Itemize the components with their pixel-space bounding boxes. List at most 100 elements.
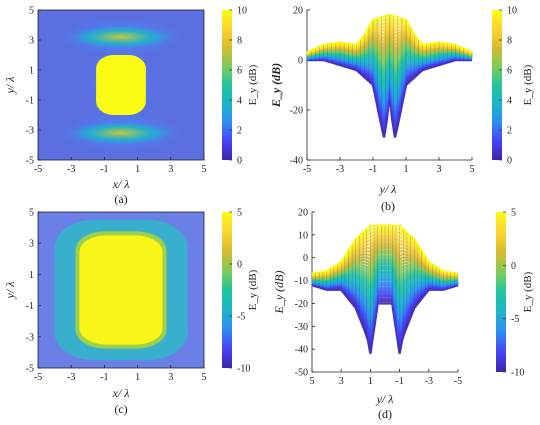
- surface-b-axes: 20 0 -20 -40-5 -3 -1 1 3 5: [290, 6, 475, 176]
- colorbar-a: [222, 10, 232, 160]
- surface-b-xtick-label: 5: [470, 164, 475, 175]
- surface-b-xlabel: y/ λ: [379, 182, 397, 196]
- heatmap-a-xtick-label: -3: [67, 164, 75, 175]
- colorbar-a-tick-label: 6: [237, 66, 242, 77]
- heatmap-c-ytick-label: 1: [29, 270, 34, 281]
- surface-d-ytick-label: -40: [295, 345, 308, 356]
- colorbar-c-ticks: 5 0 -5 -10: [229, 208, 250, 375]
- heatmap-a-ytick-label: -1: [26, 96, 34, 107]
- heatmap-a-xtick-label: -5: [34, 164, 42, 175]
- heatmap-a-xlabel: x/ λ: [112, 177, 130, 191]
- surface-b-xtick-label: -1: [369, 164, 377, 175]
- colorbar-a-tick-label: 10: [237, 6, 247, 17]
- panel-b-label: (b): [381, 199, 395, 213]
- colorbar-a-ticks: 10 8 6 4 2 0: [229, 6, 247, 167]
- surface-d-xlabel: y/ λ: [376, 392, 394, 406]
- heatmap-c-axes: -5 -3 -1 1 3 5 5 3 1 -1 -3 -5: [26, 208, 207, 384]
- surface-b-ytick-label: 20: [293, 6, 303, 17]
- colorbar-d: [496, 212, 506, 372]
- colorbar-b-tick-label: 10: [507, 6, 517, 17]
- surface-d-axes: 20 10 0 -10 -20 -30 -40 -505 3 1 -1 -3 -5: [295, 208, 463, 388]
- surface-b-xtick-label: -3: [336, 164, 344, 175]
- heatmap-c-ytick-label: -3: [26, 332, 34, 343]
- heatmap-a-ylabel: y/ λ: [3, 77, 17, 95]
- colorbar-d-tick-label: -5: [511, 314, 519, 325]
- surface-b-ytick-label: 0: [298, 56, 303, 67]
- colorbar-b-tick-label: 4: [507, 96, 512, 107]
- heatmap-a-frame: [37, 9, 205, 161]
- heatmap-a-ytick-label: 1: [29, 66, 34, 77]
- colorbar-a-tick-label: 4: [237, 96, 242, 107]
- colorbar-b-tick-label: 8: [507, 36, 512, 47]
- panel-d-label: (d): [378, 407, 392, 421]
- surface-d-xtick-label: -1: [395, 376, 403, 387]
- heatmap-a-ytick-label: 5: [29, 6, 34, 17]
- surface-b-xtick-label: 1: [404, 164, 409, 175]
- heatmap-a-xtick-label: -1: [100, 164, 108, 175]
- heatmap-a-ytick-label: 3: [29, 36, 34, 47]
- heatmap-c-xtick-label: 5: [202, 372, 207, 383]
- surface-d-ytick-label: -30: [295, 322, 308, 333]
- colorbar-a-tick-label: 8: [237, 36, 242, 47]
- colorbar-c-label: E_y (dB): [247, 269, 259, 310]
- panel-a-label: (a): [114, 192, 127, 206]
- colorbar-b-label: E_y (dB): [522, 64, 534, 105]
- heatmap-c-ytick-label: 3: [29, 239, 34, 250]
- heatmap-c-xlabel: x/ λ: [112, 386, 130, 400]
- heatmap-c-shapes: [54, 219, 188, 361]
- colorbar-c: [222, 212, 232, 368]
- surface-d-ytick-label: -10: [295, 276, 308, 287]
- surface-d-ytick-label: -50: [295, 368, 308, 379]
- surface-d-xtick-label: -5: [454, 376, 462, 387]
- colorbar-b-tick-label: 6: [507, 66, 512, 77]
- heatmap-c-ylabel: y/ λ: [3, 282, 17, 300]
- colorbar-d-tick-label: 5: [511, 208, 516, 219]
- colorbar-c-tick-label: 0: [237, 260, 242, 271]
- surface-b-xtick-label: -5: [303, 164, 311, 175]
- heatmap-a-arc-band: [68, 122, 174, 144]
- colorbar-c-tick-label: 5: [237, 208, 242, 219]
- surface-b-ytick-label: -20: [290, 106, 303, 117]
- colorbar-a-tick-label: 2: [237, 126, 242, 137]
- surface-d-ylabel: E_y (dB): [272, 271, 286, 315]
- heatmap-c-xtick-label: -5: [34, 372, 42, 383]
- surface-d-ytick-label: 10: [298, 230, 308, 241]
- heatmap-c-ytick-label: 5: [29, 208, 34, 219]
- heatmap-a-xtick-label: 1: [135, 164, 140, 175]
- heatmap-c-xtick-label: -3: [67, 372, 75, 383]
- surface-b-ytick-label: -40: [290, 156, 303, 167]
- surface-b-ylabel: E_y (dB): [269, 63, 283, 108]
- heatmap-c-central-lobe: [79, 235, 163, 345]
- heatmap-c-ytick-label: -5: [26, 364, 34, 375]
- colorbar-b-tick-label: 0: [507, 156, 512, 167]
- heatmap-a-ytick-label: -5: [26, 156, 34, 167]
- heatmap-c-xtick-label: 1: [135, 372, 140, 383]
- colorbar-d-ticks: 5 0 -5 -10: [503, 208, 524, 379]
- colorbar-b-tick-label: 2: [507, 126, 512, 137]
- surface-b-xtick-label: 3: [437, 164, 442, 175]
- surface-d-ytick-label: 0: [303, 253, 308, 264]
- surface-d-xtick-label: 3: [339, 376, 344, 387]
- heatmap-a-shapes: [56, 18, 186, 152]
- colorbar-d-tick-label: 0: [511, 261, 516, 272]
- colorbar-a-label: E_y (dB): [247, 64, 259, 105]
- surface-d-mesh-line: [311, 224, 459, 275]
- colorbar-d-tick-label: -10: [511, 368, 524, 379]
- surface-d-ytick-label: 20: [298, 208, 308, 219]
- surface-d-xtick-label: -3: [425, 376, 433, 387]
- heatmap-c-xtick-label: -1: [100, 372, 108, 383]
- heatmap-a-xtick-label: 3: [168, 164, 173, 175]
- panel-c-label: (c): [114, 402, 127, 416]
- colorbar-b: [492, 10, 502, 160]
- colorbar-c-tick-label: -5: [237, 312, 245, 323]
- surface-d-xtick-label: 5: [310, 376, 315, 387]
- heatmap-c-ytick-label: -1: [26, 301, 34, 312]
- heatmap-c-xtick-label: 3: [168, 372, 173, 383]
- heatmap-c-frame: [37, 211, 205, 369]
- colorbar-c-tick-label: -10: [237, 364, 250, 375]
- surface-d-shapes: [311, 224, 459, 354]
- colorbar-a-tick-label: 0: [237, 156, 242, 167]
